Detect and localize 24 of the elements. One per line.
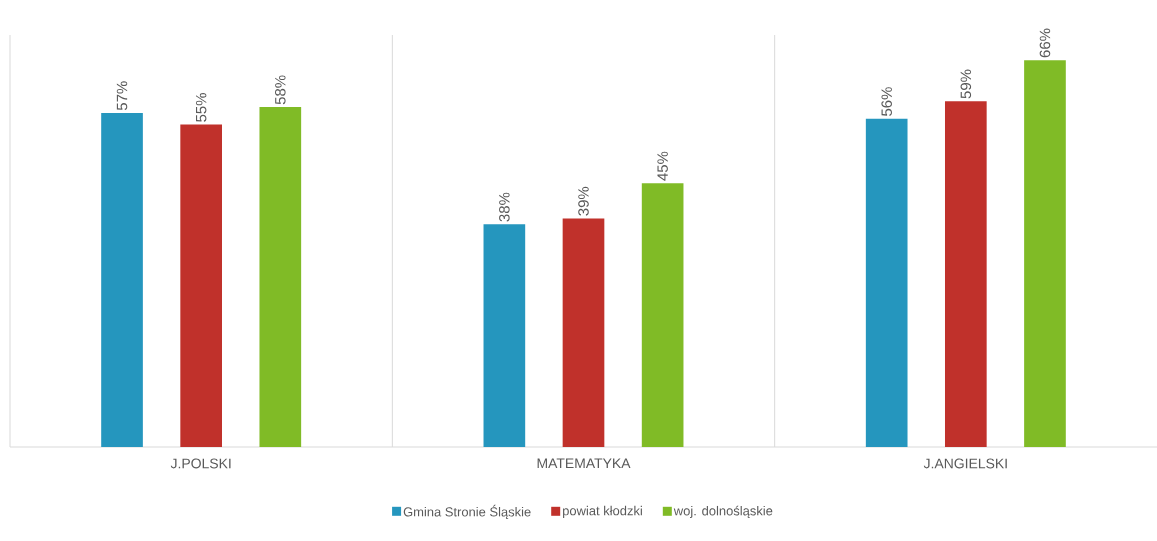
x-tick-label: J.ANGIELSKI — [923, 458, 1007, 469]
bar — [944, 101, 987, 447]
bar — [259, 107, 302, 447]
data-label: 39% — [578, 186, 589, 216]
legend-label: Gmina Stronie Śląskie — [403, 504, 531, 520]
bar — [1024, 60, 1066, 447]
x-tick-label: MATEMATYKA — [537, 458, 631, 469]
data-label: 38% — [499, 192, 510, 222]
x-tick-label: J.POLSKI — [170, 458, 231, 469]
data-label: 45% — [657, 151, 668, 181]
bar — [483, 224, 526, 447]
bar — [865, 118, 908, 447]
bar — [562, 218, 605, 447]
data-label: 57% — [116, 81, 128, 111]
legend-label: woj. dolnośląskie — [673, 505, 773, 519]
bar — [101, 112, 143, 447]
data-label: 59% — [960, 69, 972, 99]
data-label: 55% — [195, 93, 207, 122]
bar — [180, 124, 222, 447]
data-label: 66% — [1039, 28, 1051, 58]
legend-label: powiat kłodzki — [563, 505, 642, 518]
data-label: 58% — [275, 75, 286, 105]
data-label: 56% — [881, 87, 892, 116]
bar — [641, 183, 684, 447]
